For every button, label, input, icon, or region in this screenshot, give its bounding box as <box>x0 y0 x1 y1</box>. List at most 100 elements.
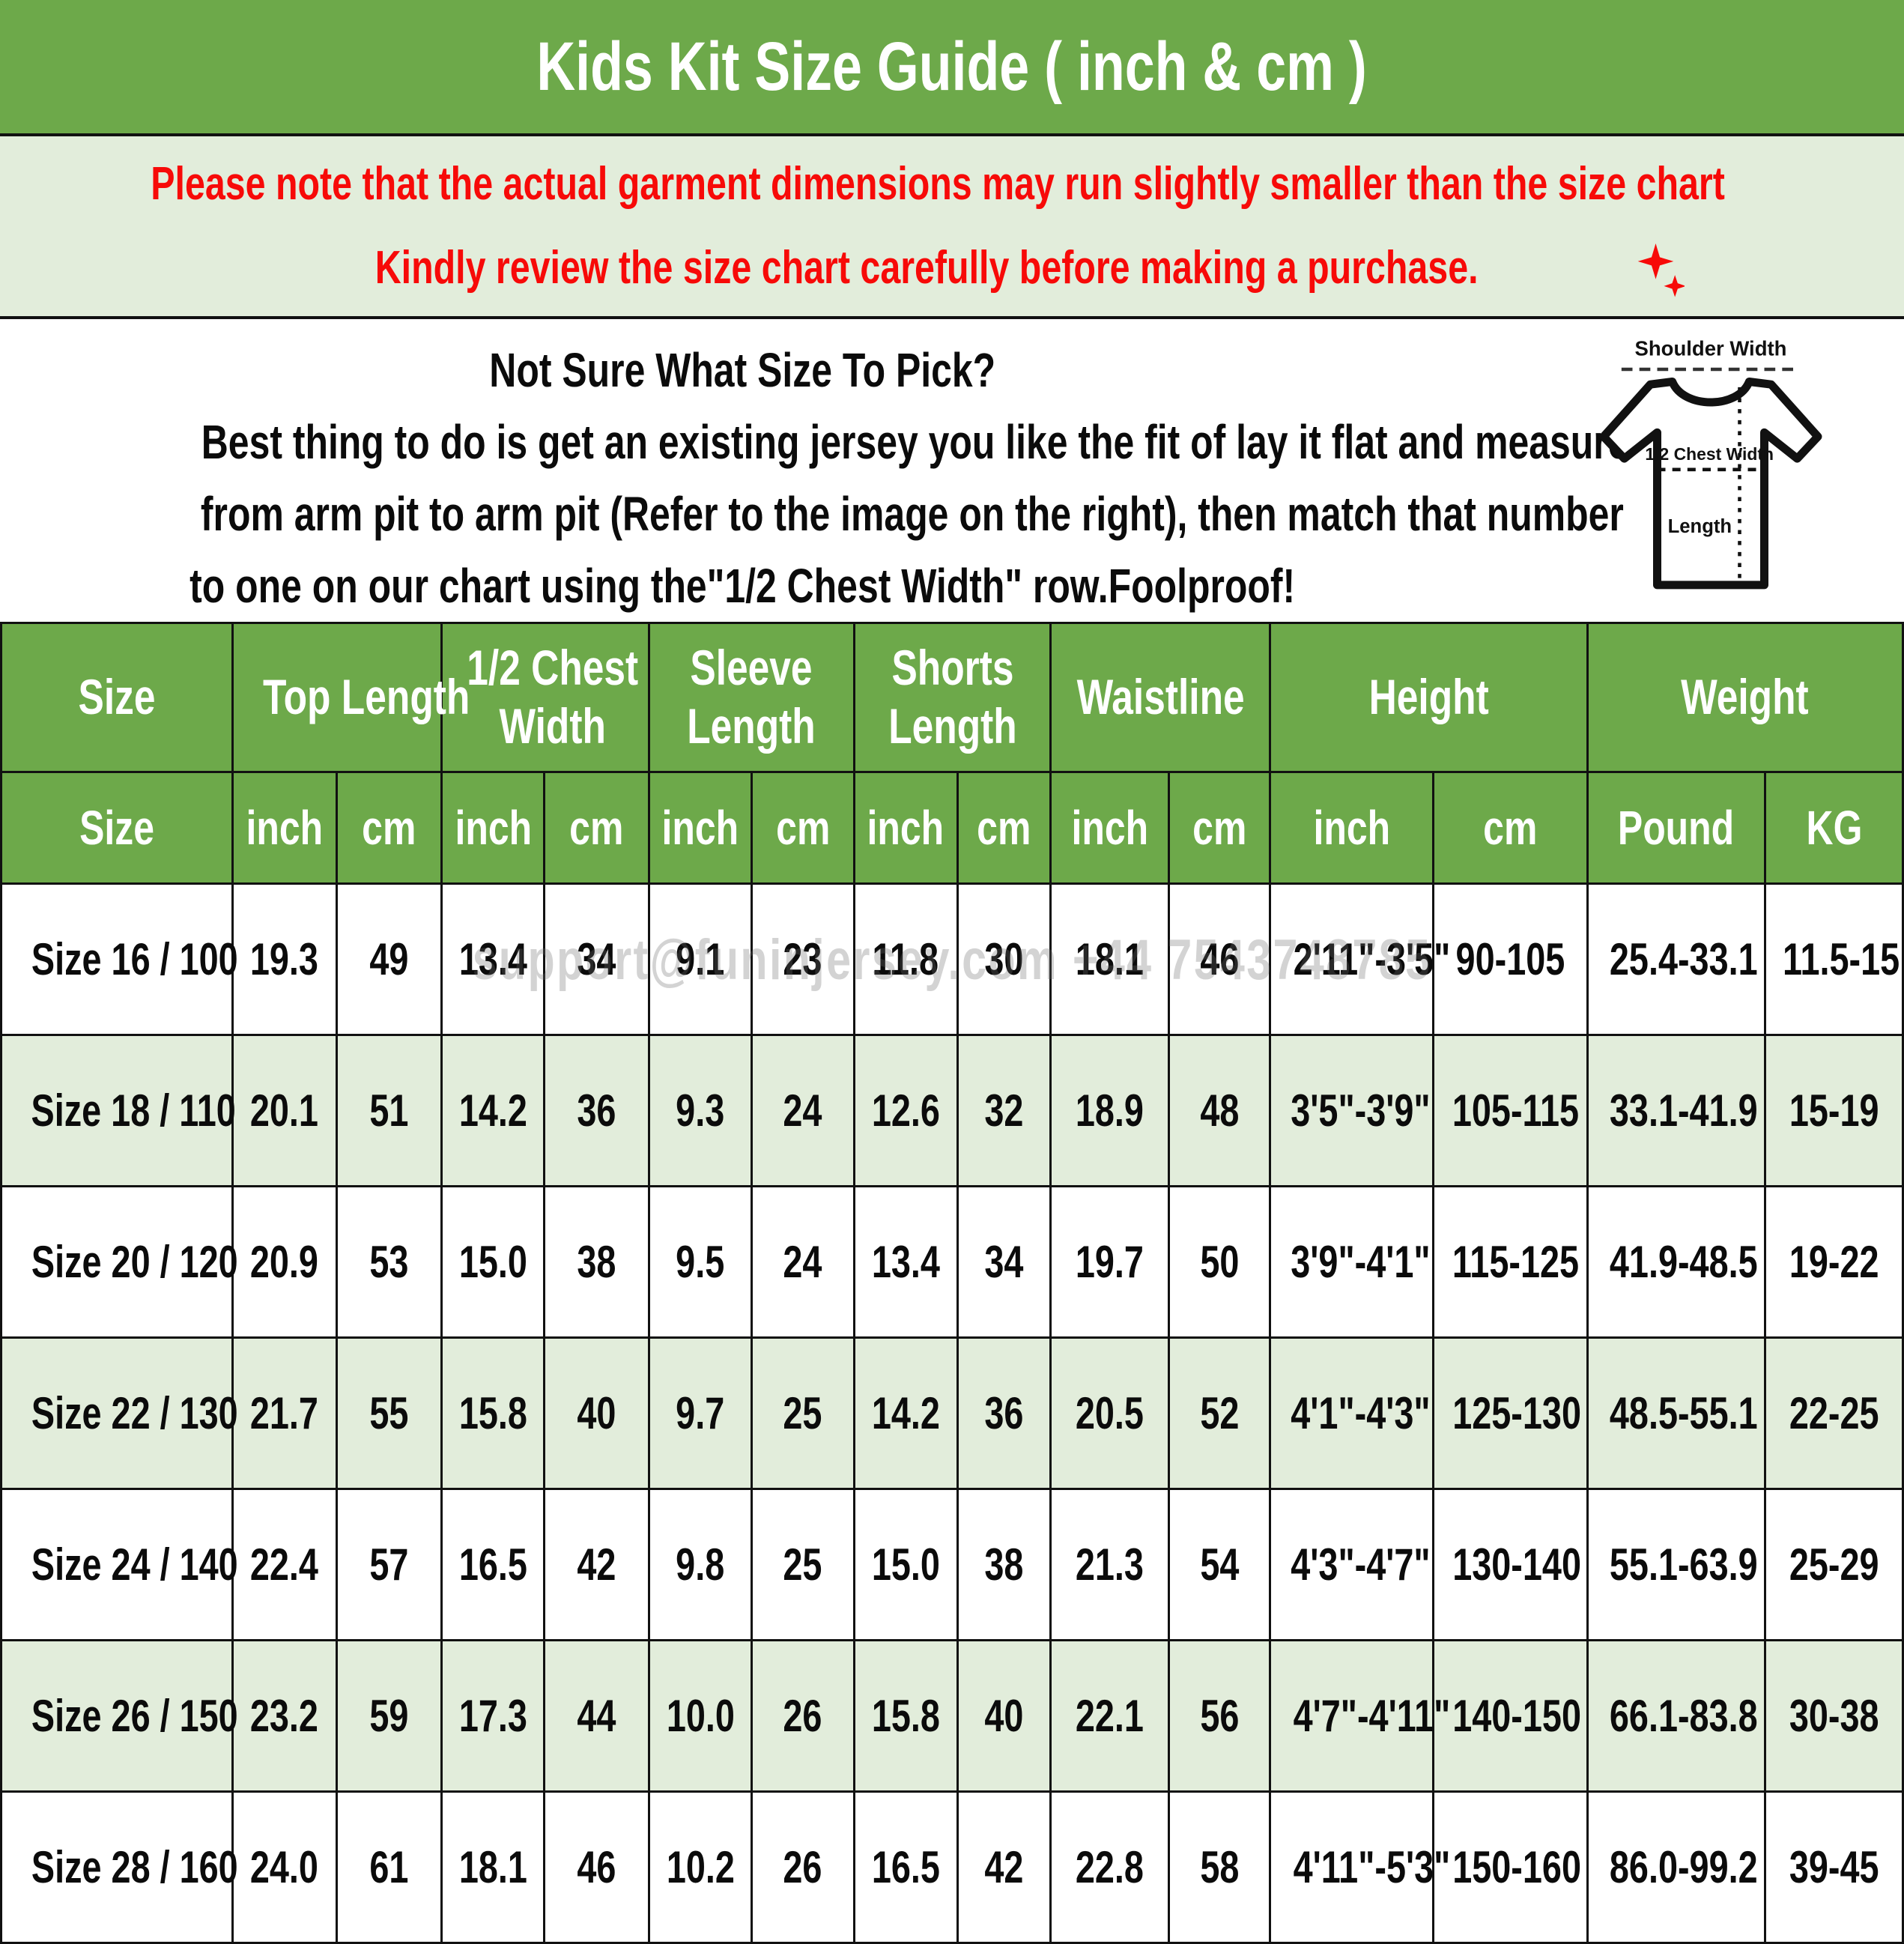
data-cell: 25-29 <box>1764 1488 1904 1641</box>
data-cell: 38 <box>543 1185 651 1339</box>
data-cell: 21.7 <box>231 1336 338 1490</box>
sizing-help-text: Not Sure What Size To Pick? Best thing t… <box>0 319 1628 622</box>
column-header: Weight <box>1586 622 1904 773</box>
data-cell: 9.1 <box>648 882 753 1036</box>
table-row: Size 16 / 100 19.3 49 13.4 34 9.1 23 11.8 30 18.1… <box>0 882 1904 1036</box>
table-row: Size 24 / 140 22.4 57 16.5 42 9.8 25 15.0 38 21.3… <box>0 1488 1904 1641</box>
data-cell: 48 <box>1168 1034 1272 1187</box>
data-cell: 3'9"-4'1" <box>1269 1185 1434 1339</box>
data-cell: 15.8 <box>852 1639 959 1793</box>
data-cell: 50 <box>1168 1185 1272 1339</box>
data-cell: 22.1 <box>1049 1639 1171 1793</box>
data-cell: 42 <box>956 1790 1052 1944</box>
data-cell: 3'5"-3'9" <box>1269 1034 1434 1187</box>
unit-header: inch <box>1269 771 1434 885</box>
size-chart-table: Size Top Length 1/2 Chest Width Sleeve Leng… <box>0 622 1904 1944</box>
data-cell: 15-19 <box>1764 1034 1904 1187</box>
unit-header: Pound <box>1586 771 1767 885</box>
data-cell: 19-22 <box>1764 1185 1904 1339</box>
data-cell: 41.9-48.5 <box>1586 1185 1767 1339</box>
size-cell: Size 28 / 160 <box>0 1790 238 1944</box>
data-cell: 21.3 <box>1049 1488 1171 1641</box>
unit-header: cm <box>335 771 443 885</box>
size-cell: Size 24 / 140 <box>0 1488 238 1641</box>
data-cell: 46 <box>1168 882 1272 1036</box>
data-cell: 9.5 <box>648 1185 753 1339</box>
data-cell: 10.0 <box>648 1639 753 1793</box>
data-cell: 48.5-55.1 <box>1586 1336 1767 1490</box>
data-cell: 13.4 <box>440 882 546 1036</box>
unit-header: cm <box>956 771 1052 885</box>
unit-header: cm <box>1431 771 1589 885</box>
data-cell: 34 <box>956 1185 1052 1339</box>
data-cell: 17.3 <box>440 1639 546 1793</box>
data-cell: 25.4-33.1 <box>1586 882 1767 1036</box>
data-cell: 9.8 <box>648 1488 753 1641</box>
column-header: Shorts Length <box>852 622 1052 773</box>
data-cell: 15.0 <box>852 1488 959 1641</box>
data-cell: 4'1"-4'3" <box>1269 1336 1434 1490</box>
table-row: Size 28 / 160 24.0 61 18.1 46 10.2 26 16.5 42 22.… <box>0 1790 1904 1944</box>
unit-header: KG <box>1764 771 1904 885</box>
data-cell: 4'11"-5'3" <box>1269 1790 1450 1944</box>
data-cell: 16.5 <box>440 1488 546 1641</box>
data-cell: 10.2 <box>648 1790 753 1944</box>
data-cell: 30-38 <box>1764 1639 1904 1793</box>
notice-line-1: Please note that the actual garment dime… <box>0 142 1904 226</box>
page-title: Kids Kit Size Guide ( inch & cm ) <box>536 28 1368 105</box>
data-cell: 55.1-63.9 <box>1586 1488 1767 1641</box>
unit-header: inch <box>1049 771 1171 885</box>
data-cell: 25 <box>750 1488 855 1641</box>
data-cell: 4'3"-4'7" <box>1269 1488 1434 1641</box>
sizing-help-section: Not Sure What Size To Pick? Best thing t… <box>0 319 1904 622</box>
data-cell: 24 <box>750 1034 855 1187</box>
data-cell: 42 <box>543 1488 651 1641</box>
data-cell: 18.1 <box>440 1790 546 1944</box>
data-cell: 20.1 <box>231 1034 338 1187</box>
data-cell: 25 <box>750 1336 855 1490</box>
help-line-4: to one on our chart using the"1/2 Chest … <box>190 559 1296 613</box>
notice-line-2: Kindly review the size chart carefully b… <box>219 226 1685 310</box>
header-row: Size Top Length 1/2 Chest Width Sleeve Leng… <box>0 622 1904 773</box>
size-cell: Size 22 / 130 <box>0 1336 238 1490</box>
size-cell: Size 18 / 110 <box>0 1034 236 1187</box>
help-line-1: Not Sure What Size To Pick? <box>489 343 996 397</box>
unit-header-row: Size inch cm inch cm inch cm inch cm inch cm inch cm… <box>0 771 1904 885</box>
data-cell: 20.9 <box>231 1185 338 1339</box>
data-cell: 46 <box>543 1790 651 1944</box>
data-cell: 66.1-83.8 <box>1586 1639 1767 1793</box>
data-cell: 53 <box>335 1185 443 1339</box>
data-cell: 13.4 <box>852 1185 959 1339</box>
data-cell: 20.5 <box>1049 1336 1171 1490</box>
table-row: Size 20 / 120 20.9 53 15.0 38 9.5 24 13.4 34 19.7… <box>0 1185 1904 1339</box>
data-cell: 130-140 <box>1431 1488 1589 1641</box>
data-cell: 15.0 <box>440 1185 546 1339</box>
data-cell: 9.3 <box>648 1034 753 1187</box>
data-cell: 36 <box>543 1034 651 1187</box>
shoulder-width-label: Shoulder Width <box>1635 337 1787 360</box>
data-cell: 2'11"-3'5" <box>1269 882 1450 1036</box>
help-line-2: Best thing to do is get an existing jers… <box>201 415 1629 469</box>
unit-header: inch <box>648 771 753 885</box>
unit-header: Size <box>0 771 234 885</box>
data-cell: 23.2 <box>231 1639 338 1793</box>
table-row: Size 22 / 130 21.7 55 15.8 40 9.7 25 14.2 36 20.5… <box>0 1336 1904 1490</box>
unit-header: inch <box>231 771 338 885</box>
column-header: Size <box>0 622 234 773</box>
data-cell: 11.8 <box>852 882 959 1036</box>
data-cell: 90-105 <box>1431 882 1589 1036</box>
size-cell: Size 20 / 120 <box>0 1185 238 1339</box>
unit-header: inch <box>852 771 959 885</box>
unit-header: cm <box>750 771 855 885</box>
data-cell: 39-45 <box>1764 1790 1904 1944</box>
unit-header: cm <box>1168 771 1272 885</box>
data-cell: 4'7"-4'11" <box>1269 1639 1450 1793</box>
data-cell: 55 <box>335 1336 443 1490</box>
data-cell: 52 <box>1168 1336 1272 1490</box>
notice-text-2: Kindly review the size chart carefully b… <box>375 242 1479 294</box>
data-cell: 30 <box>956 882 1052 1036</box>
data-cell: 57 <box>335 1488 443 1641</box>
data-cell: 11.5-15 <box>1764 882 1904 1036</box>
data-cell: 49 <box>335 882 443 1036</box>
